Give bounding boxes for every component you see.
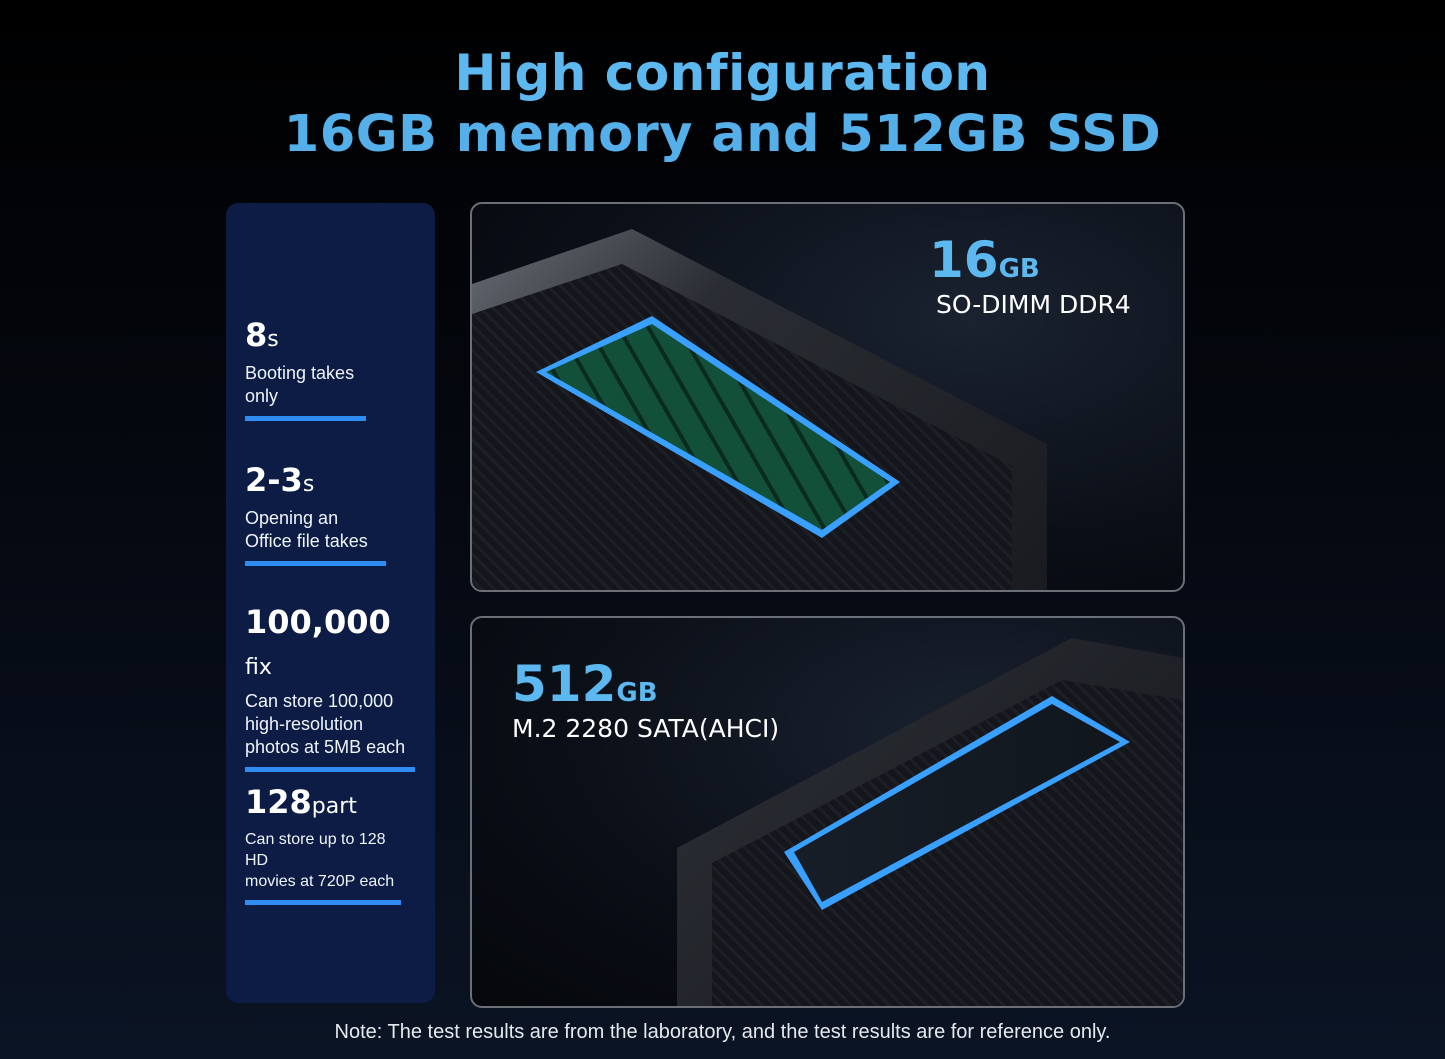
- headline: High configuration: [454, 44, 991, 102]
- storage-type: M.2 2280 SATA(AHCI): [512, 714, 780, 743]
- footnote: Note: The test results are from the labo…: [334, 1021, 1111, 1043]
- memory-type: SO-DIMM DDR4: [936, 290, 1131, 319]
- stat-office: 2-3s Opening an Office file takes: [245, 462, 386, 566]
- stat-movies: 128part Can store up to 128 HD movies at …: [245, 784, 401, 905]
- stat-divider: [245, 900, 401, 905]
- stat-desc: Opening an: [245, 508, 339, 528]
- storage-value: 512: [512, 655, 617, 713]
- storage-unit: GB: [616, 678, 658, 708]
- stat-boot: 8s Booting takes only: [245, 317, 366, 421]
- stat-value: 8: [245, 316, 268, 354]
- memory-unit: GB: [998, 254, 1040, 284]
- stat-divider: [245, 767, 415, 772]
- stat-desc: movies at 720P each: [245, 873, 395, 890]
- memory-caption: 16GB SO-DIMM DDR4: [929, 234, 1131, 319]
- stat-desc: Office file takes: [245, 531, 368, 551]
- stat-desc: photos at 5MB each: [245, 737, 406, 757]
- stats-panel: 8s Booting takes only 2-3s Opening an Offi…: [226, 203, 435, 1003]
- stat-divider: [245, 561, 386, 566]
- stat-photos: 100,000 fix Can store 100,000 high-resolu…: [245, 604, 415, 772]
- stat-value: 128: [245, 783, 312, 821]
- subheadline: 16GB memory and 512GB SSD: [283, 105, 1162, 164]
- storage-card: 512GB M.2 2280 SATA(AHCI): [470, 616, 1185, 1008]
- stat-unit: s: [302, 472, 315, 497]
- memory-value: 16: [929, 231, 999, 289]
- stat-value: 100,000: [245, 603, 391, 641]
- storage-caption: 512GB M.2 2280 SATA(AHCI): [512, 658, 779, 743]
- stat-value: 2-3: [245, 461, 303, 499]
- stat-desc: Can store 100,000: [245, 691, 394, 711]
- memory-card: 16GB SO-DIMM DDR4: [470, 202, 1185, 592]
- stat-desc: Booting takes: [245, 363, 355, 383]
- stat-desc: Can store up to 128 HD: [245, 831, 386, 869]
- stat-unit: fix: [245, 655, 272, 680]
- stat-unit: s: [267, 327, 279, 352]
- stat-divider: [245, 416, 366, 421]
- stat-desc: high-resolution: [245, 714, 364, 734]
- stat-desc: only: [245, 386, 279, 406]
- stat-unit: part: [311, 794, 357, 819]
